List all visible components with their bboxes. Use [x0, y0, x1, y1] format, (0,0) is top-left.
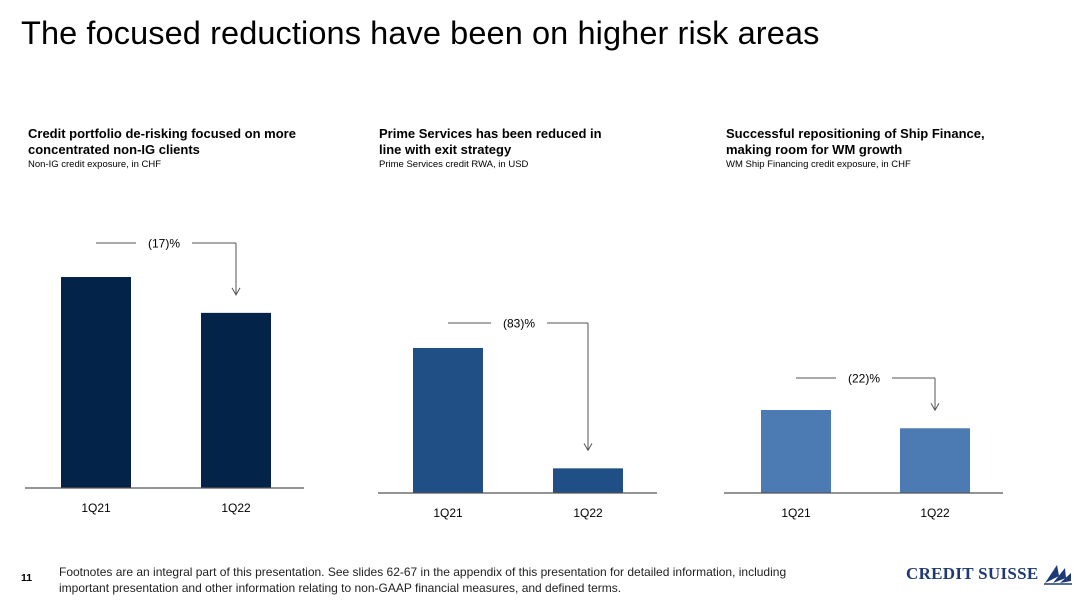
x-tick-label: 1Q22 — [920, 506, 950, 520]
logo-text: CREDIT SUISSE — [906, 564, 1039, 583]
footnote: Footnotes are an integral part of this p… — [59, 565, 787, 595]
x-tick-label: 1Q22 — [221, 501, 251, 515]
panel-title: Prime Services has been reduced in line … — [379, 126, 602, 157]
bar — [61, 277, 131, 488]
x-tick-label: 1Q22 — [573, 506, 603, 520]
bar — [900, 428, 970, 493]
panel-subtitle: Non-IG credit exposure, in CHF — [28, 159, 162, 170]
change-arrowhead — [231, 287, 241, 296]
change-label: (22)% — [848, 372, 880, 386]
panel-title: Credit portfolio de-risking focused on m… — [28, 126, 296, 157]
panel-title: Successful repositioning of Ship Finance… — [726, 126, 985, 157]
x-tick-label: 1Q21 — [81, 501, 111, 515]
bar — [553, 468, 623, 493]
panel-subtitle: Prime Services credit RWA, in USD — [379, 159, 529, 170]
sails-icon — [1043, 565, 1072, 585]
bar — [413, 348, 483, 493]
panel-header-ship: Successful repositioning of Ship Finance… — [726, 126, 1016, 171]
panel-subtitle: WM Ship Financing credit exposure, in CH… — [726, 159, 911, 170]
x-tick-label: 1Q21 — [781, 506, 811, 520]
change-arrowhead — [930, 403, 940, 412]
change-label: (17)% — [148, 237, 180, 251]
page-number: 11 — [21, 572, 33, 584]
x-tick-label: 1Q21 — [433, 506, 463, 520]
panel-header-credit: Credit portfolio de-risking focused on m… — [28, 126, 338, 171]
page-title: The focused reductions have been on high… — [21, 15, 820, 51]
change-arrowhead — [583, 443, 593, 452]
bar — [761, 410, 831, 493]
bar — [201, 312, 271, 488]
credit-suisse-logo: CREDIT SUISSE — [906, 562, 1073, 586]
change-label: (83)% — [503, 317, 535, 331]
panel-header-prime: Prime Services has been reduced in line … — [379, 126, 619, 171]
